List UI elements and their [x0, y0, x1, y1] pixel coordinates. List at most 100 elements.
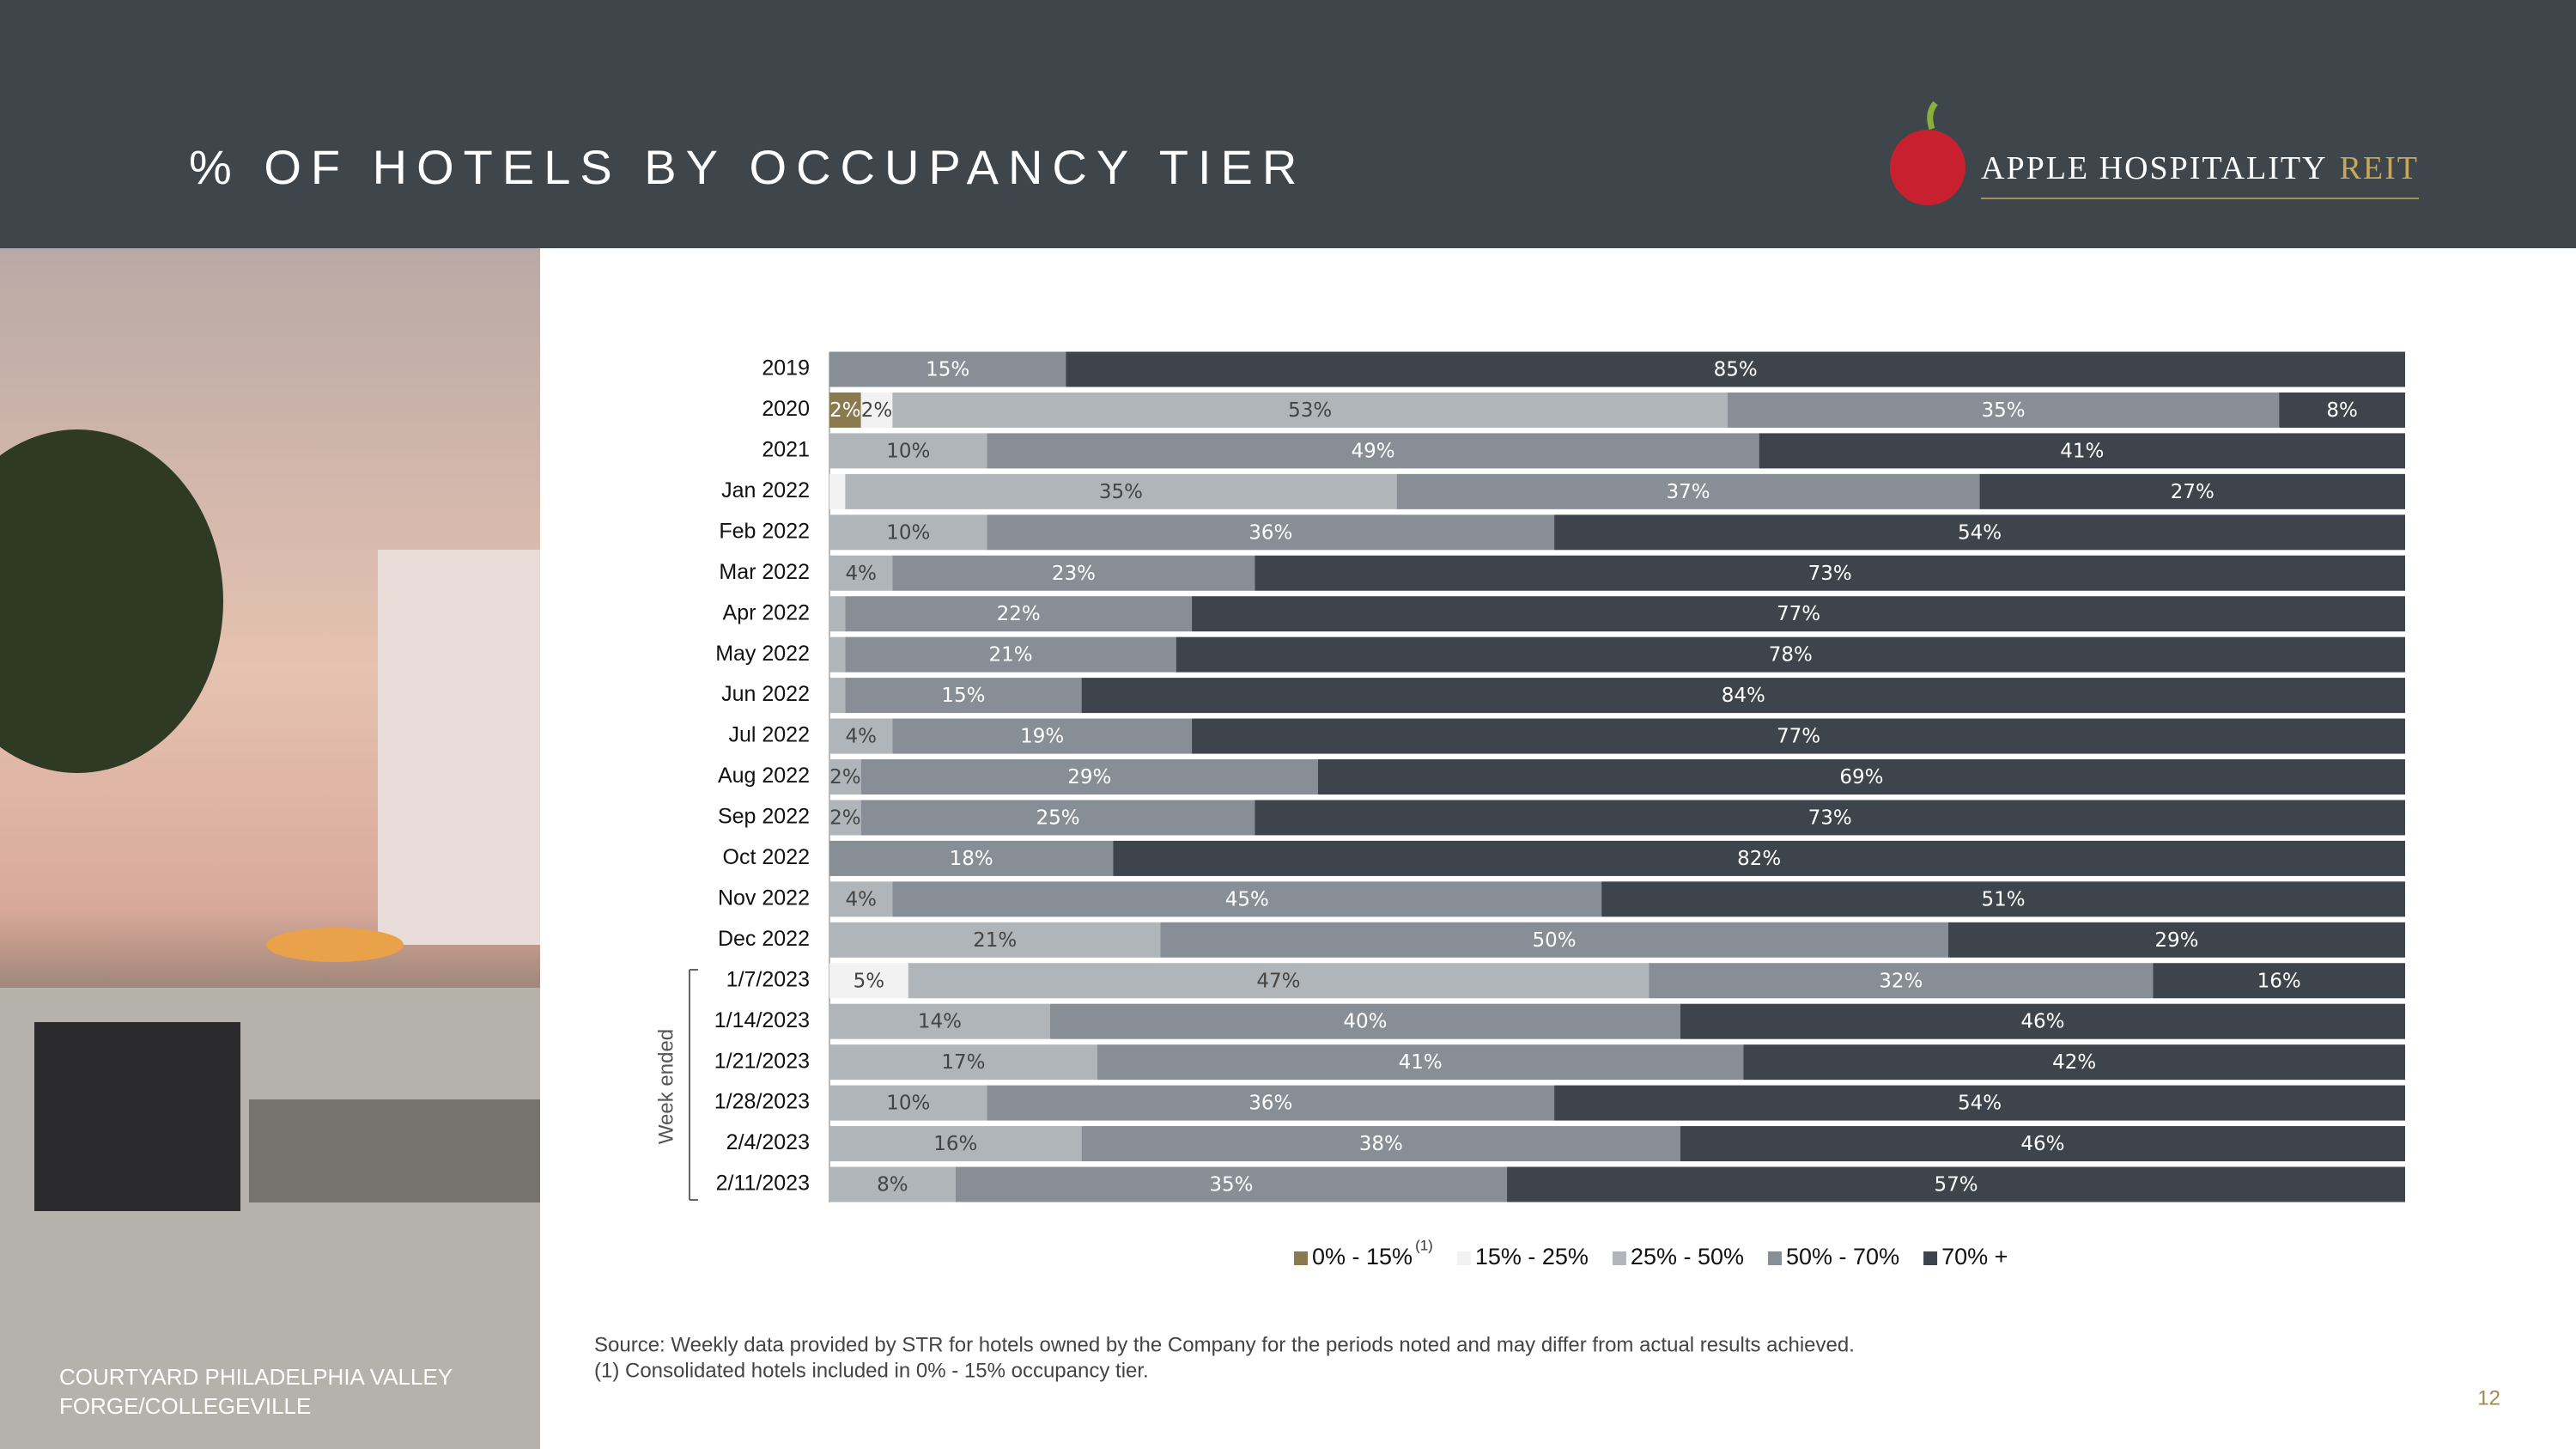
legend-swatch: [1768, 1251, 1782, 1265]
bar-segment: [892, 392, 1728, 428]
data-label: 18%: [950, 848, 993, 870]
bar-segment: [829, 759, 861, 795]
data-label: 15%: [926, 359, 969, 381]
data-label: 4%: [845, 726, 877, 748]
data-label: 25%: [1036, 807, 1080, 829]
bar-segment: [829, 596, 846, 632]
bar-segment: [892, 555, 1255, 591]
data-label: 27%: [2171, 481, 2215, 503]
data-label: 82%: [1737, 848, 1781, 870]
bar-segment: [1255, 555, 2405, 591]
data-label: 73%: [1808, 807, 1852, 829]
bar-segment: [1255, 800, 2405, 836]
logo-name: APPLE HOSPITALITY: [1981, 150, 2328, 186]
bar-segment: [1081, 1126, 1680, 1162]
y-tick-label: Jan 2022: [721, 478, 810, 502]
data-label: 36%: [1249, 1093, 1292, 1115]
bar-segment: [987, 1085, 1555, 1121]
legend-swatch: [1612, 1251, 1626, 1265]
bar-segment: [1554, 514, 2405, 551]
bar-segment: [2279, 392, 2405, 428]
bar-segment: [829, 555, 893, 591]
y-tick-label: Jun 2022: [721, 682, 810, 706]
bar-segment: [829, 433, 987, 469]
data-label: 23%: [1052, 563, 1096, 585]
data-label: 35%: [1209, 1174, 1253, 1196]
data-label: 35%: [1982, 399, 2026, 422]
bar-segment: [1680, 1003, 2405, 1039]
bar-segment: [908, 963, 1649, 999]
y-tick-label: Aug 2022: [718, 764, 810, 788]
legend-label: 25% - 50%: [1631, 1244, 1744, 1269]
data-label: 22%: [997, 603, 1041, 625]
bar-segment: [829, 922, 1161, 958]
data-label: 15%: [941, 685, 985, 707]
data-label: 41%: [1399, 1051, 1443, 1074]
bar-segment: [845, 678, 1082, 714]
bar-segment: [845, 636, 1176, 673]
bar-segment: [860, 392, 893, 428]
data-label: 19%: [1020, 726, 1064, 748]
data-label: 85%: [1714, 359, 1758, 381]
data-label: 42%: [2052, 1051, 2096, 1074]
data-label: 41%: [2060, 440, 2104, 462]
bar-segment: [829, 1126, 1082, 1162]
data-label: 2%: [829, 766, 861, 788]
y-tick-label: 2/4/2023: [726, 1130, 810, 1154]
data-label: 21%: [988, 644, 1032, 667]
bar-segment: [829, 1085, 987, 1121]
bar-segment: [955, 1166, 1508, 1202]
y-tick-label: 2/11/2023: [716, 1172, 810, 1196]
logo-leaf: [1927, 100, 1938, 131]
data-label: 50%: [1533, 929, 1577, 952]
data-label: 46%: [2020, 1133, 2064, 1155]
bar-segment: [1979, 473, 2405, 509]
y-tick-label: 2020: [762, 397, 810, 421]
y-tick-label: Oct 2022: [723, 845, 810, 869]
data-label: 10%: [886, 521, 930, 544]
bar-segment: [892, 718, 1193, 754]
legend-label: 50% - 70%: [1786, 1244, 1899, 1269]
y-tick-label: Nov 2022: [718, 886, 810, 910]
data-label: 45%: [1225, 888, 1269, 910]
data-label: 29%: [2154, 929, 2198, 952]
y-tick-label: Jul 2022: [728, 723, 810, 747]
bar-segment: [987, 433, 1759, 469]
bar-segment: [829, 718, 893, 754]
legend-label: 70% +: [1941, 1244, 2008, 1269]
data-label: 53%: [1288, 399, 1332, 422]
bar-segment: [1554, 1085, 2405, 1121]
legend-swatch: [1456, 1251, 1471, 1265]
bar-segment: [829, 840, 1114, 876]
photo-caption: COURTYARD PHILADELPHIA VALLEY: [59, 1364, 453, 1390]
legend: 0% - 15% (1) 15% - 25% 25% - 50% 50% - 70% 70…: [1294, 1237, 2008, 1269]
y-tick-label: 2021: [762, 438, 810, 462]
data-label: 40%: [1343, 1011, 1387, 1033]
data-label: 35%: [1099, 481, 1143, 503]
bar-segment: [1680, 1126, 2405, 1162]
bar-segment: [1601, 881, 2405, 917]
page-number: 12: [2477, 1386, 2500, 1409]
bar-segment: [829, 392, 861, 428]
bar-segment: [845, 596, 1193, 632]
photo-caption: FORGE/COLLEGEVILLE: [59, 1393, 311, 1419]
bar-segment: [987, 514, 1555, 551]
data-label: 54%: [1958, 521, 2002, 544]
data-label: 47%: [1256, 970, 1300, 992]
bar-segment: [829, 351, 1066, 387]
y-tick-label: Dec 2022: [718, 927, 810, 951]
header-band: [0, 0, 2576, 248]
bar-segment: [1317, 759, 2405, 795]
bar-segment: [1113, 840, 2405, 876]
photo: COURTYARD PHILADELPHIA VALLEY FORGE/COLL…: [0, 248, 540, 1449]
logo-suffix: REIT: [2340, 150, 2419, 186]
data-label: 10%: [886, 1093, 930, 1115]
data-label: 5%: [854, 970, 885, 992]
bar-segment: [829, 473, 846, 509]
bar-segment: [1507, 1166, 2405, 1202]
bar-segment: [1396, 473, 1980, 509]
data-label: 37%: [1667, 481, 1710, 503]
logo: APPLE HOSPITALITY REIT: [1890, 100, 2419, 205]
bar-segment: [829, 1044, 1097, 1081]
y-tick-label: Feb 2022: [719, 519, 810, 543]
